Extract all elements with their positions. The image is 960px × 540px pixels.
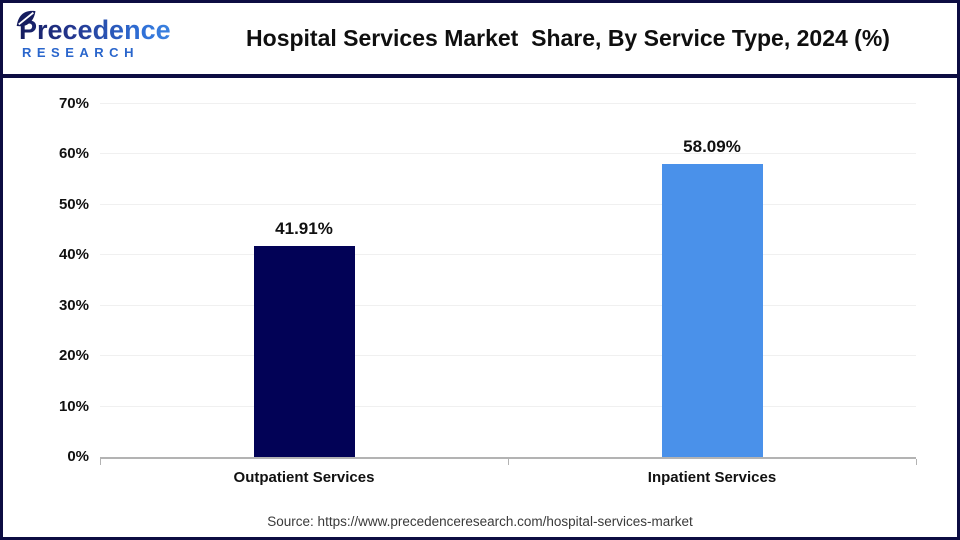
y-tick-label: 70% xyxy=(58,95,89,112)
chart-title: Hospital Services Market Share, By Servi… xyxy=(246,25,890,51)
gridline xyxy=(100,355,916,357)
y-tick-label: 10% xyxy=(58,397,89,415)
logo: Precedence RESEARCH xyxy=(16,10,219,60)
y-tick-label: 20% xyxy=(58,347,89,365)
gridline xyxy=(100,153,916,155)
y-tick-label: 30% xyxy=(58,296,89,314)
gridline xyxy=(100,103,916,104)
header: Precedence RESEARCH Hospital Services Ma… xyxy=(3,3,957,78)
logo-text: Precedence xyxy=(19,15,171,45)
leaf-icon xyxy=(16,10,36,27)
axis-tick xyxy=(915,459,917,465)
x-category-label: Inpatient Services xyxy=(647,469,777,486)
source-text: Source: https://www.precedenceresearch.c… xyxy=(267,514,693,529)
bar-value-label: 41.91% xyxy=(275,218,333,238)
y-tick-label: 60% xyxy=(58,145,89,163)
gridline xyxy=(100,304,916,306)
plot-area: 0% 10% 20% 30% 40% 50% 60% 70% 41.91% Outpatient … xyxy=(59,95,917,486)
bar-value-label: 58.09% xyxy=(683,137,741,157)
logo-wordmark: Precedence xyxy=(16,10,219,45)
gridline xyxy=(100,405,916,407)
gridline xyxy=(100,254,916,256)
x-category-label: Outpatient Services xyxy=(233,469,375,486)
logo-subtext: RESEARCH xyxy=(22,45,139,60)
y-tick-label: 50% xyxy=(58,195,89,213)
bar-outpatient-services xyxy=(253,245,355,457)
axis-tick xyxy=(507,459,509,465)
y-tick-label: 0% xyxy=(67,448,89,465)
gridline xyxy=(100,203,916,205)
bar-inpatient-services xyxy=(661,164,763,457)
y-tick-label: 40% xyxy=(58,246,89,264)
axis-tick xyxy=(99,459,101,465)
